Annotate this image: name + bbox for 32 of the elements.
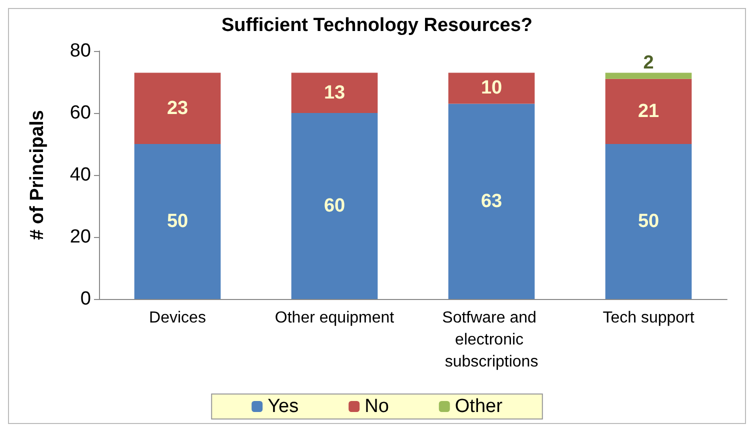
x-tick-label: Sotfware and electronic subscriptions — [442, 310, 541, 370]
data-label: 10 — [480, 78, 502, 99]
data-label: 63 — [480, 190, 502, 212]
data-label: 2 — [643, 52, 654, 74]
data-label: 50 — [638, 211, 660, 232]
bar — [134, 72, 221, 144]
y-tick-label: 80 — [70, 40, 91, 62]
legend-label: Other — [454, 396, 504, 417]
bar — [605, 144, 692, 299]
bar — [605, 72, 692, 79]
bar — [448, 72, 535, 104]
x-tick-label: Tech support — [602, 310, 695, 326]
bar — [605, 78, 692, 144]
data-label: 60 — [324, 196, 346, 216]
bar — [448, 104, 535, 299]
x-tick-label: Devices — [149, 310, 206, 326]
legend-label: Yes — [268, 396, 299, 417]
y-tick-label: 40 — [70, 164, 91, 186]
y-tick-label: 60 — [70, 102, 91, 124]
y-axis-title: # of Principals — [27, 110, 48, 240]
y-tick-label: 0 — [80, 288, 91, 310]
data-label: 50 — [166, 211, 188, 232]
bar — [291, 72, 378, 113]
x-tick-label: Other equipment — [274, 310, 395, 326]
data-label: 21 — [638, 100, 660, 122]
data-label: 13 — [324, 82, 346, 104]
legend-label: No — [364, 396, 389, 417]
bar — [134, 144, 221, 299]
bar — [291, 113, 378, 299]
chart-title: Sufficient Technology Resources? — [221, 15, 533, 36]
y-tick-label: 20 — [70, 226, 91, 248]
data-label: 23 — [166, 98, 188, 119]
